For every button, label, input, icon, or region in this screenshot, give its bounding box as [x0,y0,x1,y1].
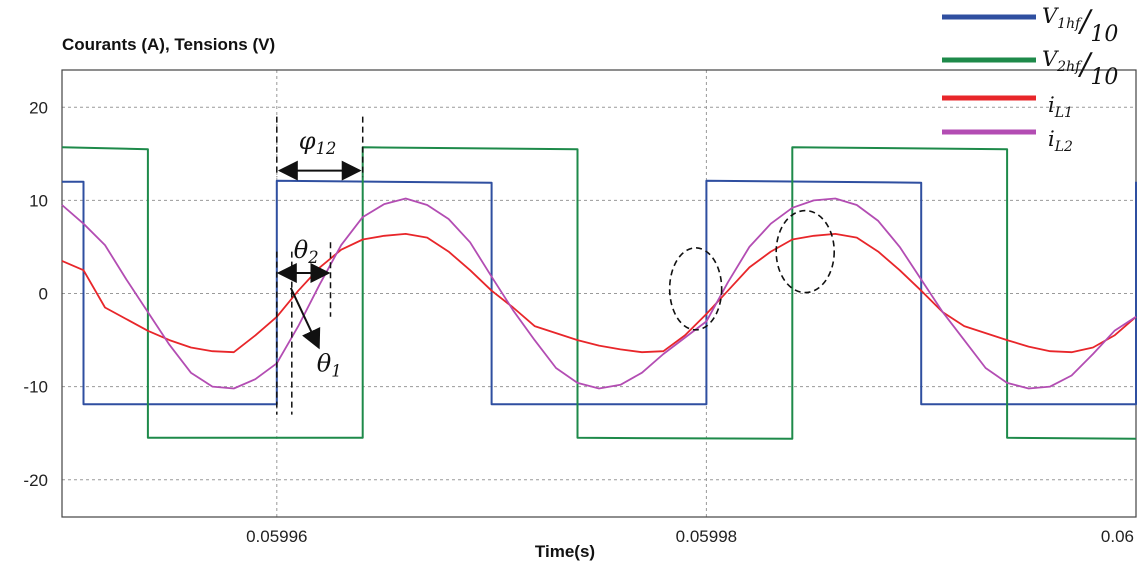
y-tick-label: 0 [39,285,48,304]
tick-labels: 20 10 0 -10 -20 0.05996 0.05998 0.06 [23,98,1134,546]
series-line-il2 [61,197,1137,390]
series-line-v1hf-10 [62,179,1137,406]
x-tick-label: 0.06 [1101,527,1134,546]
highlight-ellipse-2 [775,209,836,294]
x-axis-label: Time(s) [535,542,595,561]
y-tick-label: -20 [23,471,48,490]
y-tick-label: 10 [29,191,48,210]
theta-2-label: θ2 [294,236,319,267]
legend-label: V2hf/10 [1042,47,1118,90]
series-group [61,146,1137,440]
series-line-il1 [61,233,1137,354]
series-line-v2hf-10 [61,146,1137,440]
legend-label: V1hf/10 [1042,4,1118,47]
grid [62,70,1137,517]
chart-title: Courants (A), Tensions (V) [62,35,275,54]
legend-label: iL2 [1048,127,1073,155]
x-tick-label: 0.05996 [246,527,307,546]
y-tick-label: 20 [29,98,48,117]
theta-1-label: θ1 [317,350,342,381]
highlight-ellipse-1 [668,247,723,331]
theta1-arrow [289,287,321,350]
y-tick-label: -10 [23,378,48,397]
legend-label: iL1 [1048,93,1073,121]
phi-12-label: φ12 [299,127,337,158]
x-tick-label: 0.05998 [676,527,737,546]
